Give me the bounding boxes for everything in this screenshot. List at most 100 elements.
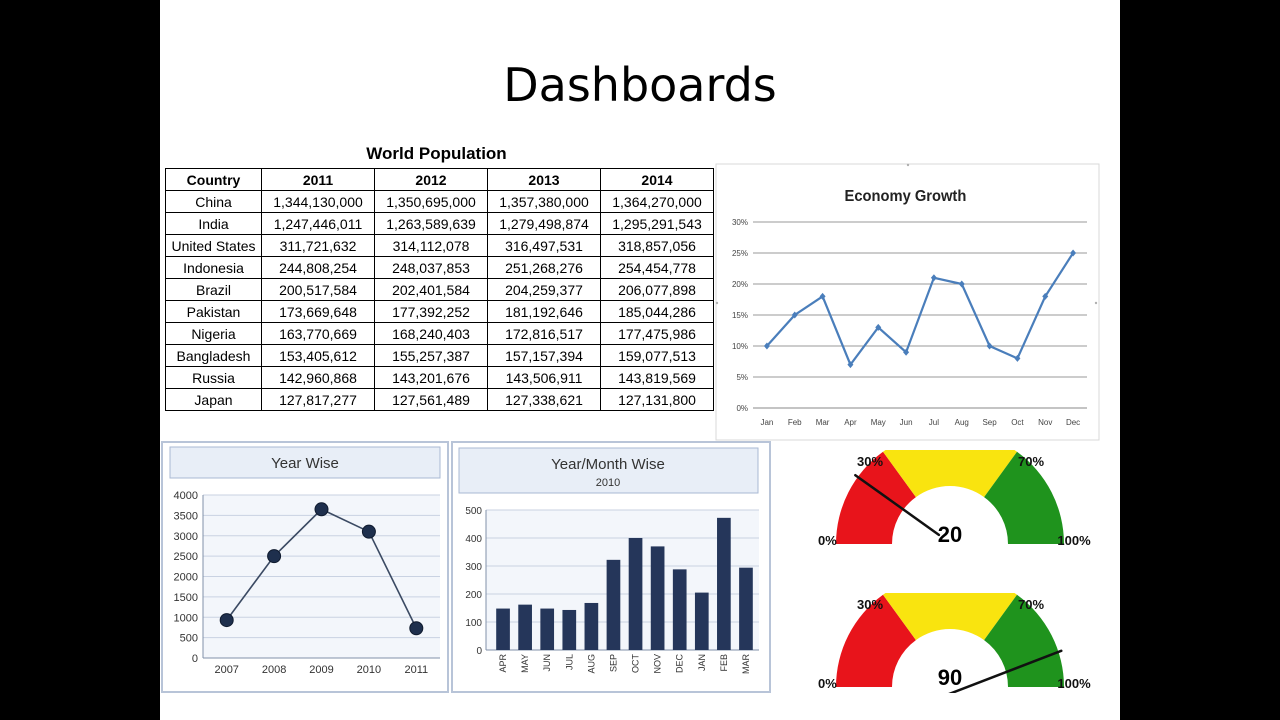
- year-wise-data-point: [361, 524, 376, 539]
- economy-y-tick-label: 0%: [736, 404, 748, 413]
- economy-chart-border-dots: [715, 163, 1098, 305]
- population-cell: 127,338,621: [487, 388, 601, 411]
- year-month-y-tick-label: 100: [465, 618, 482, 629]
- year-month-bar: [584, 602, 599, 650]
- gauge-scale-label: 100%: [1057, 533, 1091, 548]
- economy-y-tick-label: 15%: [732, 311, 748, 320]
- population-cell: 316,497,531: [487, 234, 601, 257]
- table-row: Russia 142,960,868 143,201,676 143,506,911 1…: [165, 366, 714, 389]
- year-wise-series-points: [219, 502, 424, 636]
- economy-x-tick-label: Mar: [816, 418, 830, 427]
- population-table-title: World Population: [366, 144, 507, 163]
- economy-chart-x-ticks: Jan Feb Mar Apr May Jun Jul Aug Sep Oct Nov Dec: [760, 418, 1080, 427]
- population-cell: 127,131,800: [600, 388, 714, 411]
- column-header-country: Country: [165, 168, 262, 191]
- population-cell: 311,721,632: [261, 234, 375, 257]
- economy-data-point: [819, 292, 826, 300]
- gauge-band: [882, 450, 1018, 498]
- gauge-band: [836, 594, 916, 687]
- gauge-scale-label: 30%: [857, 454, 883, 469]
- economy-data-point: [903, 348, 910, 356]
- year-month-x-tick-label: JUN: [542, 654, 552, 672]
- year-month-x-tick-label: APR: [498, 654, 508, 673]
- frame-handle-dot: [715, 301, 719, 305]
- slide-title: Dashboards: [503, 58, 777, 112]
- year-month-x-tick-label: JUL: [564, 654, 574, 670]
- country-cell: Japan: [165, 388, 262, 411]
- population-cell: 1,247,446,011: [261, 212, 375, 235]
- table-row: Indonesia 244,808,254 248,037,853 251,268,2…: [165, 256, 714, 279]
- economy-data-point: [1070, 249, 1077, 257]
- year-wise-y-tick-label: 2000: [174, 572, 198, 584]
- year-month-x-tick-label: JAN: [697, 654, 707, 671]
- economy-y-tick-label: 5%: [736, 373, 748, 382]
- population-cell: 251,268,276: [487, 256, 601, 279]
- economy-x-tick-label: Jun: [900, 418, 913, 427]
- population-cell: 177,475,986: [600, 322, 714, 345]
- year-month-bars: [496, 517, 753, 650]
- frame-handle-dot: [906, 163, 910, 167]
- gauge-bottom: 0% 30% 70% 100% 90: [818, 593, 1091, 693]
- year-month-bar: [628, 538, 643, 650]
- population-cell: 1,263,589,639: [374, 212, 488, 235]
- year-month-x-tick-label: AUG: [586, 654, 596, 674]
- economy-x-tick-label: Jul: [929, 418, 939, 427]
- economy-growth-chart: Economy Growth 0% 5% 10% 15% 20% 25% 30% Jan Fe…: [715, 163, 1100, 441]
- population-cell: 1,350,695,000: [374, 190, 488, 213]
- year-wise-x-tick-label: 2007: [214, 664, 238, 676]
- economy-data-point: [791, 311, 798, 319]
- population-cell: 157,157,394: [487, 344, 601, 367]
- country-cell: Russia: [165, 366, 262, 389]
- gauge-scale-label: 100%: [1057, 676, 1091, 691]
- population-cell: 142,960,868: [261, 366, 375, 389]
- gauge-scale-label: 70%: [1018, 597, 1044, 612]
- year-month-x-tick-label: FEB: [719, 654, 729, 672]
- frame-handle-dot: [1094, 301, 1098, 305]
- population-cell: 1,357,380,000: [487, 190, 601, 213]
- economy-x-tick-label: Sep: [982, 418, 997, 427]
- year-month-bar: [606, 559, 621, 650]
- population-cell: 181,192,646: [487, 300, 601, 323]
- year-wise-y-tick-label: 3000: [174, 531, 198, 543]
- population-cell: 318,857,056: [600, 234, 714, 257]
- economy-data-point: [958, 280, 965, 288]
- gauge-band: [882, 593, 1018, 641]
- year-wise-header: [169, 446, 441, 479]
- population-cell: 248,037,853: [374, 256, 488, 279]
- gauge-scale-label: 0%: [818, 533, 837, 548]
- economy-data-point: [763, 342, 770, 350]
- population-cell: 206,077,898: [600, 278, 714, 301]
- population-cell: 1,344,130,000: [261, 190, 375, 213]
- gauge-needle: [854, 473, 941, 537]
- year-month-header: [458, 447, 759, 494]
- population-cell: 127,817,277: [261, 388, 375, 411]
- year-month-y-tick-label: 200: [465, 590, 482, 601]
- population-cell: 143,506,911: [487, 366, 601, 389]
- year-month-title: Year/Month Wise: [551, 456, 665, 473]
- country-cell: Indonesia: [165, 256, 262, 279]
- year-month-bar: [739, 567, 753, 650]
- table-row: Japan 127,817,277 127,561,489 127,338,621 12…: [165, 388, 714, 411]
- population-cell: 204,259,377: [487, 278, 601, 301]
- economy-x-tick-label: Nov: [1038, 418, 1052, 427]
- gauge-value: 90: [938, 665, 962, 690]
- population-cell: 163,770,669: [261, 322, 375, 345]
- economy-series-line: [766, 252, 1075, 367]
- table-row: India 1,247,446,011 1,263,589,639 1,279,498…: [165, 212, 714, 235]
- population-cell: 168,240,403: [374, 322, 488, 345]
- population-cell: 177,392,252: [374, 300, 488, 323]
- economy-x-tick-label: Jan: [760, 418, 773, 427]
- year-wise-title: Year Wise: [271, 455, 339, 472]
- year-wise-y-tick-label: 1500: [174, 592, 198, 604]
- year-month-bar: [540, 608, 555, 650]
- year-wise-y-tick-label: 3500: [174, 510, 198, 522]
- year-month-bar: [562, 609, 577, 650]
- economy-data-point: [930, 274, 937, 282]
- year-wise-y-tick-label: 500: [180, 633, 198, 645]
- year-month-bar: [672, 569, 687, 650]
- year-wise-data-point: [219, 613, 234, 628]
- year-month-y-tick-label: 0: [476, 646, 482, 657]
- population-cell: 1,364,270,000: [600, 190, 714, 213]
- economy-chart-y-ticks: 0% 5% 10% 15% 20% 25% 30%: [732, 218, 748, 413]
- population-cell: 172,816,517: [487, 322, 601, 345]
